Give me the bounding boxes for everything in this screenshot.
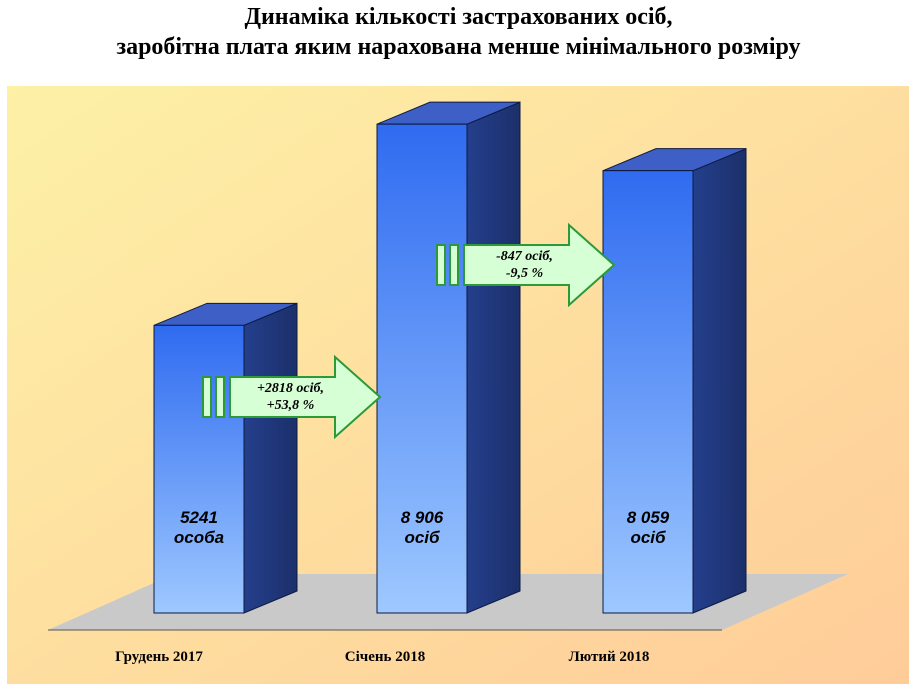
arrow-body	[229, 354, 382, 440]
category-label: Лютий 2018	[569, 649, 650, 665]
bar-value-label: осіб	[404, 528, 440, 547]
arrow-stripe	[202, 376, 212, 418]
bar-side	[692, 147, 747, 614]
bar-value-label: 8 906	[401, 508, 444, 527]
change-arrow: +2818 осіб, +53,8 %	[202, 354, 382, 440]
bar-side	[466, 101, 521, 614]
category-label: Грудень 2017	[115, 649, 203, 665]
arrow-label: +53,8 %	[267, 398, 315, 413]
category-labels: Грудень 2017 Січень 2018 Лютий 2018	[115, 649, 649, 665]
bar-value-label: особа	[174, 528, 224, 547]
chart-title: Динаміка кількості застрахованих осіб, з…	[0, 2, 917, 62]
chart-title-line-2: заробітна плата яким нарахована менше мі…	[116, 34, 801, 60]
annotations-layer: +2818 осіб, +53,8 % -847 осіб, -9,5 %	[202, 222, 616, 440]
bar-value-label: 5241	[180, 508, 218, 527]
arrow-stripe	[215, 376, 225, 418]
chart-title-line-1: Динаміка кількості застрахованих осіб,	[244, 4, 673, 30]
bar-front	[153, 324, 245, 614]
bar-front	[376, 123, 468, 614]
arrow-label: -847 осіб,	[496, 249, 553, 264]
arrow-stripe	[449, 244, 459, 286]
arrow-label: +2818 осіб,	[257, 381, 324, 396]
bar-front	[602, 170, 694, 614]
arrow-stripe	[436, 244, 446, 286]
bar-value-label: 8 059	[627, 508, 670, 527]
change-arrow: -847 осіб, -9,5 %	[436, 222, 616, 308]
category-label: Січень 2018	[345, 649, 425, 665]
arrow-label: -9,5 %	[506, 266, 543, 281]
bar-side	[243, 302, 298, 614]
arrow-body	[463, 222, 616, 308]
bar-value-label: осіб	[630, 528, 666, 547]
